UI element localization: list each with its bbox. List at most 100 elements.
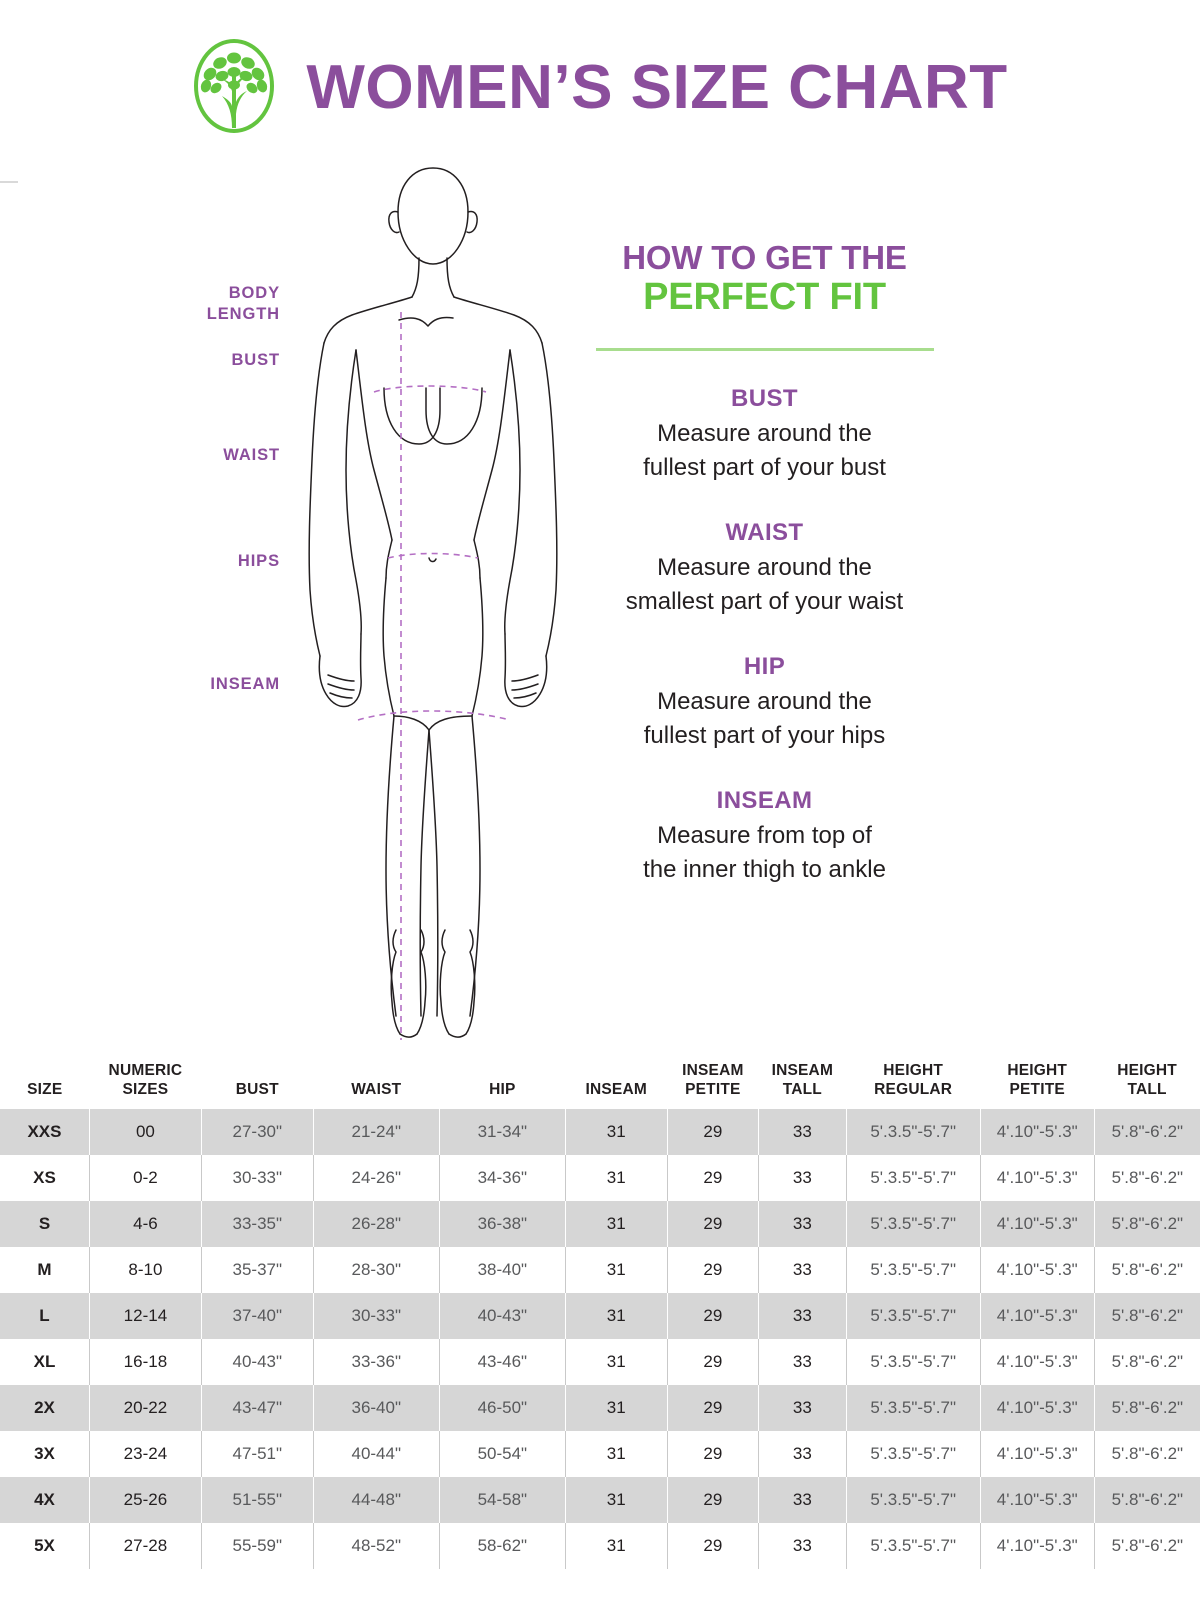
table-cell: 5'.8"-6'.2" xyxy=(1093,1522,1200,1569)
tip-bust: BUST Measure around the fullest part of … xyxy=(592,385,937,485)
table-cell: 33-36" xyxy=(312,1338,440,1385)
cell-size: 5X xyxy=(0,1522,90,1569)
table-row: L 12-14 37-40" 30-33" 40-43" 31 29 33 5'.3.5"-5'… xyxy=(0,1292,1200,1339)
cell-inseam-tall: 33 xyxy=(758,1430,847,1477)
crop-mark xyxy=(0,181,18,183)
cell-size: M xyxy=(0,1246,90,1293)
table-cell: 5'.8"-6'.2" xyxy=(1093,1476,1200,1523)
cell-numeric-size: 4-6 xyxy=(88,1200,202,1247)
cell-inseam-petite: 29 xyxy=(666,1476,760,1523)
table-cell: 5'.8"-6'.2" xyxy=(1093,1292,1200,1339)
page-title: WOMEN’S SIZE CHART xyxy=(306,53,1008,122)
col-header-size: SIZE xyxy=(27,1080,63,1098)
table-cell: 54-58" xyxy=(438,1476,566,1523)
table-cell: 51-55" xyxy=(200,1476,314,1523)
table-cell: 21-24" xyxy=(312,1108,440,1155)
cell-numeric-size: 25-26 xyxy=(88,1476,202,1523)
cell-inseam-petite: 29 xyxy=(666,1338,760,1385)
tip-bust-title: BUST xyxy=(731,385,798,413)
tip-waist-title: WAIST xyxy=(725,519,804,547)
table-cell: 44-48" xyxy=(312,1476,440,1523)
female-body-measurement-diagram xyxy=(288,160,578,1040)
figure-label-inseam: INSEAM xyxy=(210,675,280,693)
cell-inseam-tall: 33 xyxy=(758,1292,847,1339)
table-cell: 4'.10"-5'.3" xyxy=(979,1476,1095,1523)
cell-numeric-size: 27-28 xyxy=(88,1522,202,1569)
col-header-inseam-tall: INSEAM TALL xyxy=(771,1062,834,1098)
table-cell: 4'.10"-5'.3" xyxy=(979,1108,1095,1155)
panel-heading-line-2: PERFECT FIT xyxy=(643,275,886,318)
col-header-hip: HIP xyxy=(489,1080,516,1098)
cell-inseam-tall: 33 xyxy=(758,1522,847,1569)
table-cell: 4'.10"-5'.3" xyxy=(979,1522,1095,1569)
cell-inseam-tall: 33 xyxy=(758,1108,847,1155)
cell-inseam-tall: 33 xyxy=(758,1384,847,1431)
table-cell: 5'.3.5"-5'.7" xyxy=(845,1292,981,1339)
col-header-height-petite: HEIGHT PETITE xyxy=(1007,1062,1068,1098)
cell-inseam-petite: 29 xyxy=(666,1246,760,1293)
figure-label-waist: WAIST xyxy=(223,446,280,464)
cell-size: 3X xyxy=(0,1430,90,1477)
cell-numeric-size: 0-2 xyxy=(88,1154,202,1201)
cell-inseam: 31 xyxy=(564,1522,668,1569)
table-row: XXS 00 27-30" 21-24" 31-34" 31 29 33 5'.3.5"-5'.… xyxy=(0,1108,1200,1155)
table-cell: 27-30" xyxy=(200,1108,314,1155)
cell-numeric-size: 8-10 xyxy=(88,1246,202,1293)
figure-label-hips: HIPS xyxy=(237,552,280,570)
table-cell: 38-40" xyxy=(438,1246,566,1293)
table-cell: 24-26" xyxy=(312,1154,440,1201)
tip-bust-text: Measure around the fullest part of your … xyxy=(643,420,886,482)
table-cell: 55-59" xyxy=(200,1522,314,1569)
col-header-inseam-petite: INSEAM PETITE xyxy=(682,1062,744,1098)
cell-inseam: 31 xyxy=(564,1246,668,1293)
table-cell: 5'.3.5"-5'.7" xyxy=(845,1338,981,1385)
cell-inseam: 31 xyxy=(564,1338,668,1385)
table-cell: 5'.3.5"-5'.7" xyxy=(845,1200,981,1247)
cell-inseam: 31 xyxy=(564,1154,668,1201)
table-cell: 4'.10"-5'.3" xyxy=(979,1338,1095,1385)
table-cell: 46-50" xyxy=(438,1384,566,1431)
cell-inseam: 31 xyxy=(564,1384,668,1431)
table-row: XS 0-2 30-33" 24-26" 34-36" 31 29 33 5'.3.5"-5'.… xyxy=(0,1154,1200,1201)
table-cell: 37-40" xyxy=(200,1292,314,1339)
table-cell: 5'.8"-6'.2" xyxy=(1093,1384,1200,1431)
cell-inseam: 31 xyxy=(564,1430,668,1477)
table-cell: 5'.3.5"-5'.7" xyxy=(845,1476,981,1523)
col-header-height-regular: HEIGHT REGULAR xyxy=(874,1062,953,1098)
table-cell: 40-43" xyxy=(200,1338,314,1385)
cell-inseam-tall: 33 xyxy=(758,1200,847,1247)
table-cell: 34-36" xyxy=(438,1154,566,1201)
tip-hip: HIP Measure around the fullest part of y… xyxy=(592,653,937,753)
panel-divider xyxy=(595,348,934,352)
cell-inseam-tall: 33 xyxy=(758,1154,847,1201)
table-cell: 35-37" xyxy=(200,1246,314,1293)
table-cell: 5'.8"-6'.2" xyxy=(1093,1154,1200,1201)
cell-numeric-size: 00 xyxy=(88,1108,202,1155)
table-row: 4X 25-26 51-55" 44-48" 54-58" 31 29 33 5'.3.5"-5… xyxy=(0,1476,1200,1523)
table-cell: 5'.8"-6'.2" xyxy=(1093,1200,1200,1247)
table-cell: 5'.3.5"-5'.7" xyxy=(845,1522,981,1569)
table-cell: 4'.10"-5'.3" xyxy=(979,1246,1095,1293)
cell-numeric-size: 16-18 xyxy=(88,1338,202,1385)
tip-waist: WAIST Measure around the smallest part o… xyxy=(592,519,937,619)
size-chart-table: SIZE NUMERIC SIZES BUST WAIST HIP INSEAM… xyxy=(0,1062,1200,1569)
cell-size: S xyxy=(0,1200,90,1247)
table-row: S 4-6 33-35" 26-28" 36-38" 31 29 33 5'.3.5"-5'.7… xyxy=(0,1200,1200,1247)
figure-label-bust: BUST xyxy=(231,351,280,369)
cell-size: 4X xyxy=(0,1476,90,1523)
table-cell: 58-62" xyxy=(438,1522,566,1569)
table-row: M 8-10 35-37" 28-30" 38-40" 31 29 33 5'.3.5"-5'.… xyxy=(0,1246,1200,1293)
col-header-height-tall: HEIGHT TALL xyxy=(1117,1062,1177,1098)
cell-inseam-petite: 29 xyxy=(666,1154,760,1201)
cell-inseam: 31 xyxy=(564,1292,668,1339)
cell-size: XXS xyxy=(0,1108,90,1155)
cell-numeric-size: 20-22 xyxy=(88,1384,202,1431)
tip-inseam-title: INSEAM xyxy=(716,787,813,815)
col-header-numeric-sizes: NUMERIC SIZES xyxy=(108,1062,183,1098)
table-cell: 5'.8"-6'.2" xyxy=(1093,1430,1200,1477)
table-header-row: SIZE NUMERIC SIZES BUST WAIST HIP INSEAM… xyxy=(0,1062,1200,1109)
table-cell: 47-51" xyxy=(200,1430,314,1477)
tip-inseam: INSEAM Measure from top of the inner thi… xyxy=(592,787,937,887)
table-row: XL 16-18 40-43" 33-36" 43-46" 31 29 33 5'.3.5"-5… xyxy=(0,1338,1200,1385)
table-cell: 4'.10"-5'.3" xyxy=(979,1200,1095,1247)
